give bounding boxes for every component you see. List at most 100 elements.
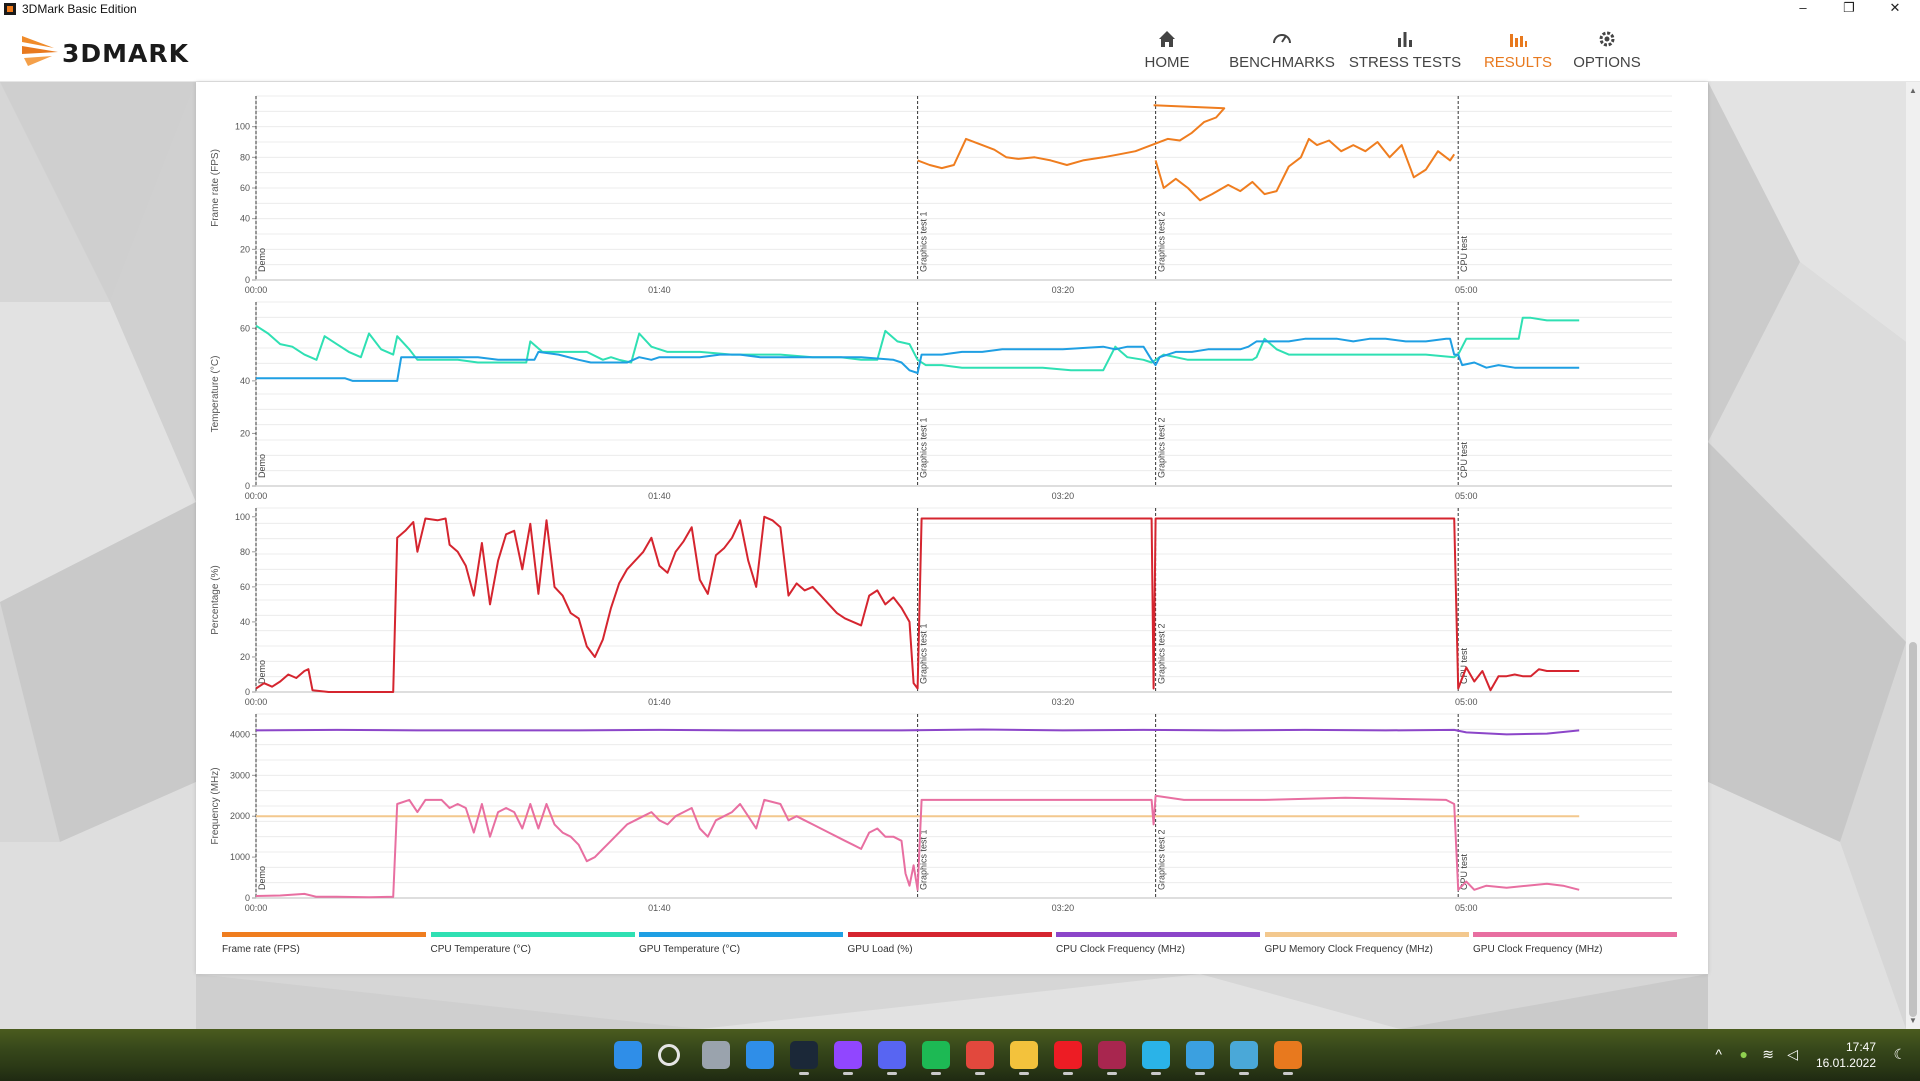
y-tick-label: 0 [245,687,250,697]
atlas-icon[interactable] [1142,1041,1170,1075]
tray-overflow-icon[interactable]: ^ [1715,1046,1722,1062]
scrollbar-thumb[interactable] [1909,642,1917,1017]
y-axis-label: Percentage (%) [210,565,221,634]
x-tick-label: 03:20 [1052,491,1075,501]
start-icon[interactable] [614,1041,642,1069]
chrome-icon[interactable] [966,1041,994,1075]
y-tick-label: 60 [240,582,250,592]
results-icon [1510,34,1527,47]
legend-label: GPU Clock Frequency (MHz) [1473,944,1603,955]
x-tick-label: 00:00 [245,491,268,501]
legend-item[interactable]: GPU Temperature (°C) [639,932,843,955]
nav-stress-tests-label: STRESS TESTS [1348,54,1462,71]
legend-item[interactable]: Frame rate (FPS) [222,932,426,955]
legend-item[interactable]: CPU Temperature (°C) [430,932,635,955]
spotify-icon[interactable] [922,1041,950,1075]
y-tick-label: 80 [240,152,250,162]
terminal-icon[interactable] [1098,1041,1126,1075]
notifications-icon[interactable]: ☾ [1893,1046,1906,1062]
y-tick-label: 2000 [230,811,250,821]
y-axis-label: Temperature (°C) [210,356,221,433]
y-tick-label: 0 [245,275,250,285]
nav-benchmarks-label: BENCHMARKS [1229,54,1335,71]
network-app-icon[interactable] [1230,1041,1258,1075]
y-tick-label: 100 [235,512,250,522]
test-marker-label: Demo [257,454,267,478]
series-line-1-0-0 [255,316,1580,372]
test-marker-label: Graphics test 2 [1157,211,1167,272]
nav-home[interactable]: HOME [1132,18,1202,82]
search-icon[interactable] [658,1044,680,1066]
test-marker-label: CPU test [1459,853,1469,890]
windows-taskbar: ^ ● ≋ ◁ 17:47 16.01.2022 ☾ [0,1029,1920,1081]
close-button[interactable]: ✕ [1889,0,1901,15]
y-tick-label: 60 [240,183,250,193]
series-line-3-2-0 [255,794,1580,899]
clock-time: 17:47 [1845,1040,1876,1054]
test-marker-label: CPU test [1459,647,1469,684]
file-explorer-icon[interactable] [1010,1041,1038,1075]
task-view-icon[interactable] [702,1041,730,1069]
legend-color-bar [1473,932,1677,937]
test-marker-label: Demo [257,660,267,684]
series-line-0-0-0 [917,104,1226,170]
test-marker-label: Graphics test 1 [919,829,929,890]
scroll-up-arrow-icon[interactable]: ▲ [1909,86,1917,95]
restore-button[interactable]: ❐ [1843,0,1855,15]
test-marker-label: Graphics test 2 [1157,829,1167,890]
y-tick-label: 40 [240,376,250,386]
legend-item[interactable]: GPU Load (%) [847,932,1052,955]
legend-label: GPU Memory Clock Frequency (MHz) [1264,944,1433,955]
test-marker-label: Demo [257,866,267,890]
amd-icon[interactable] [1054,1041,1082,1075]
vertical-scrollbar[interactable]: ▲ ▼ [1906,82,1920,1029]
test-marker-label: Demo [257,248,267,272]
toolbox-icon[interactable] [1186,1041,1214,1075]
nav-stress-tests[interactable]: STRESS TESTS [1348,18,1462,82]
y-tick-label: 60 [240,323,250,333]
nav-results[interactable]: RESULTS [1478,18,1558,82]
home-icon [1159,31,1175,47]
x-tick-label: 01:40 [648,903,671,913]
legend-label: Frame rate (FPS) [222,944,300,955]
minimize-button[interactable]: – [1799,0,1807,15]
steam-icon[interactable] [790,1041,818,1075]
test-marker-label: Graphics test 1 [919,623,929,684]
nav-home-label: HOME [1144,54,1190,71]
tray-app-icon[interactable]: ● [1739,1046,1748,1062]
series-line-2-0-0 [255,515,1580,693]
window-title: 3DMark Basic Edition [22,2,137,16]
3dmark-app-icon [4,3,16,15]
test-marker-label: Graphics test 2 [1157,623,1167,684]
discord-icon[interactable] [878,1041,906,1075]
x-tick-label: 05:00 [1455,285,1478,295]
nav-benchmarks[interactable]: BENCHMARKS [1226,18,1338,82]
twitch-icon[interactable] [834,1041,862,1075]
wifi-icon[interactable]: ≋ [1762,1046,1774,1062]
3dmark-logo[interactable]: 3DMARK [18,28,238,72]
y-tick-label: 3000 [230,770,250,780]
scroll-down-arrow-icon[interactable]: ▼ [1909,1016,1917,1025]
nav-options[interactable]: OPTIONS [1570,18,1644,82]
y-tick-label: 4000 [230,729,250,739]
legend-color-bar [222,932,426,937]
test-marker-label: Graphics test 1 [919,417,929,478]
x-tick-label: 01:40 [648,491,671,501]
legend-color-bar [639,932,843,937]
x-tick-label: 00:00 [245,903,268,913]
x-tick-label: 00:00 [245,285,268,295]
3dmark-icon[interactable] [1274,1041,1302,1075]
series-line-0-0-1 [1154,137,1456,202]
legend-item[interactable]: GPU Clock Frequency (MHz) [1473,932,1677,955]
legend-item[interactable]: CPU Clock Frequency (MHz) [1056,932,1260,955]
clock-date: 16.01.2022 [1815,1056,1876,1070]
y-tick-label: 0 [245,481,250,491]
volume-icon[interactable]: ◁ [1787,1046,1798,1062]
legend-color-bar [847,932,1052,937]
legend-label: CPU Clock Frequency (MHz) [1056,944,1185,955]
results-card: 0 20 40 60 80 100 Frame rate (FPS) 00:00 01:40 03… [196,82,1708,974]
clock[interactable]: 17:47 16.01.2022 [1816,1039,1876,1071]
3dmark-logo-icon [22,36,58,66]
widgets-icon[interactable] [746,1041,774,1069]
legend-item[interactable]: GPU Memory Clock Frequency (MHz) [1264,932,1469,955]
